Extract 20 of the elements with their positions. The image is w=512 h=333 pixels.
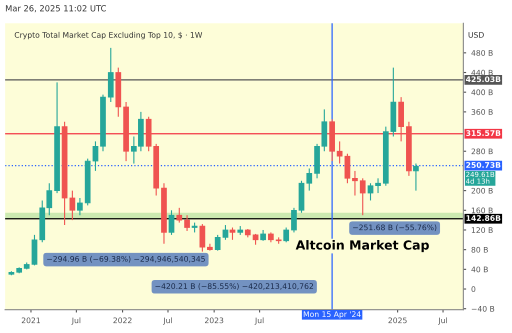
candlestick [360, 178, 366, 216]
candlestick [268, 232, 274, 243]
candlestick [222, 224, 228, 240]
candlestick [168, 210, 174, 236]
candlestick [260, 229, 266, 242]
candlestick [306, 168, 312, 192]
candlestick [283, 226, 290, 243]
candlestick [176, 207, 182, 224]
candlestick [214, 234, 221, 252]
candlestick [336, 140, 342, 164]
candlestick [192, 222, 198, 233]
candlestick [77, 197, 83, 216]
candlestick [200, 224, 206, 252]
candlestick [413, 162, 419, 192]
candlestick [252, 233, 258, 246]
candlestick [230, 226, 236, 240]
annotation: Altcoin Market Cap [296, 240, 429, 252]
candlestick [70, 190, 76, 221]
chart-subtitle: Mar 26, 2025 11:02 UTC [6, 5, 106, 12]
candlestick [184, 214, 190, 232]
